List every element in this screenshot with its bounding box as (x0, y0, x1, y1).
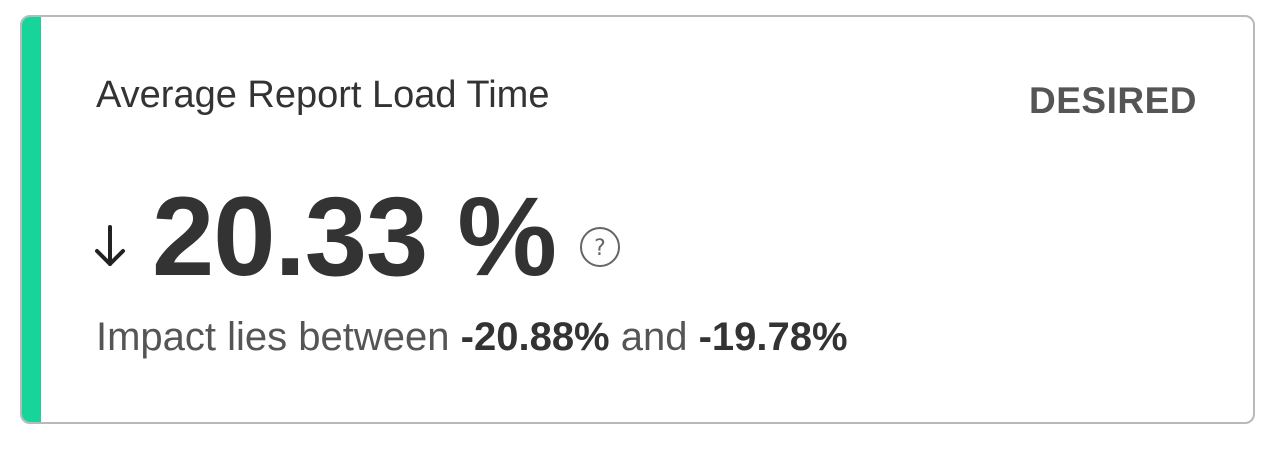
arrow-down-icon (92, 224, 128, 268)
metric-row: 20.33 % ? (92, 177, 622, 297)
metric-title: Average Report Load Time (96, 74, 550, 116)
status-badge: DESIRED (1029, 80, 1197, 121)
impact-upper-bound: -19.78% (698, 315, 848, 359)
metric-card: Average Report Load Time DESIRED 20.33 %… (20, 15, 1255, 424)
metric-value: 20.33 % (152, 174, 557, 299)
question-circle-icon[interactable]: ? (578, 225, 622, 269)
impact-prefix: Impact lies between (96, 315, 461, 359)
status-accent-bar (22, 17, 41, 422)
impact-range-text: Impact lies between -20.88% and -19.78% (96, 313, 848, 361)
svg-text:?: ? (594, 236, 606, 261)
impact-lower-bound: -20.88% (460, 315, 610, 359)
impact-connector: and (609, 315, 699, 359)
